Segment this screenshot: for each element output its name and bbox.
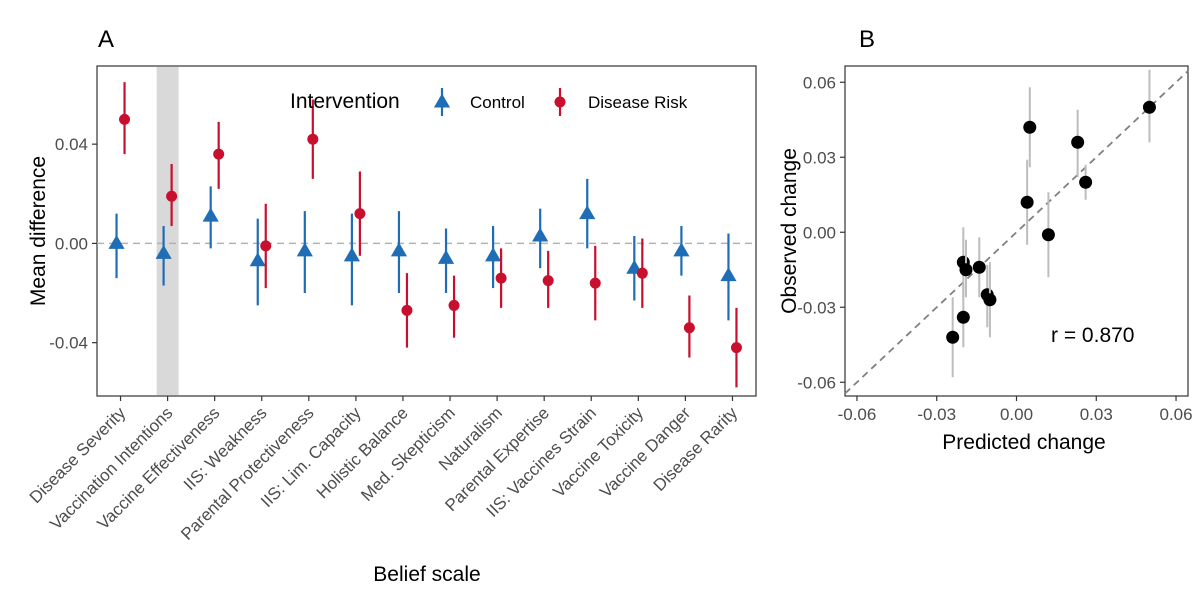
b-y-tick-label: -0.03 xyxy=(797,298,836,317)
b-y-tick-label: 0.00 xyxy=(803,223,836,242)
legend-title: Intervention xyxy=(290,90,400,113)
y-tick-label: 0.00 xyxy=(55,234,88,253)
b-x-tick-label: 0.03 xyxy=(1080,405,1113,424)
point-disease-risk-disease-rarity xyxy=(730,342,742,354)
scatter-point-group xyxy=(1071,109,1085,178)
point-control-iis-lim-capacity xyxy=(343,247,360,262)
point-disease-risk-holistic-balance xyxy=(401,304,413,316)
scatter-point xyxy=(1079,175,1093,189)
panel-a-frame xyxy=(96,65,757,397)
legend-key-marker-disease-risk xyxy=(554,96,566,108)
point-disease-risk-parental-expertise xyxy=(542,275,554,287)
x-tick-label-iis-weakness: IIS: Weakness xyxy=(180,403,271,494)
b-y-tick-label: -0.06 xyxy=(797,373,836,392)
scatter-point xyxy=(983,293,997,307)
point-disease-risk-med-skepticism xyxy=(448,299,460,311)
panel-a: A -0.040.000.04 Disease SeverityVaccinat… xyxy=(26,26,757,586)
scatter-point xyxy=(1020,195,1034,209)
scatter-point xyxy=(1142,100,1156,114)
b-x-tick-label: -0.03 xyxy=(917,405,956,424)
scatter-point-group xyxy=(1023,87,1037,168)
point-control-med-skepticism xyxy=(437,249,455,264)
point-disease-risk-parental-protectiveness xyxy=(307,133,319,145)
point-control-disease-severity xyxy=(108,234,125,249)
point-control-disease-rarity xyxy=(720,267,737,282)
legend-key-marker-control xyxy=(433,93,451,108)
point-disease-risk-iis-vaccines-strain xyxy=(589,277,601,289)
scatter-point xyxy=(1023,120,1037,134)
highlight-band-vaccination-intentions xyxy=(156,67,179,395)
panel-b-label: B xyxy=(859,26,875,53)
y-tick-label: 0.04 xyxy=(55,135,88,154)
point-disease-risk-vaccine-effectiveness xyxy=(213,148,225,160)
point-disease-risk-vaccine-toxicity xyxy=(636,267,648,279)
legend-label-control: Control xyxy=(470,93,525,112)
panel-b: B -0.06 -0.03 0.00 0.03 0.06 -0.06 -0.03 0.00 0… xyxy=(778,26,1193,454)
x-tick-label-disease-rarity: Disease Rarity xyxy=(650,403,742,495)
panel-a-x-axis-title: Belief scale xyxy=(373,563,480,586)
legend: Intervention Control Disease Risk xyxy=(290,88,688,116)
point-control-vaccine-effectiveness xyxy=(202,207,219,222)
series-disease-risk xyxy=(119,82,742,388)
scatter-point-group xyxy=(956,284,970,348)
point-control-parental-protectiveness xyxy=(296,242,313,257)
series-control xyxy=(108,178,737,321)
point-disease-risk-iis-weakness xyxy=(260,240,272,252)
point-disease-risk-iis-lim-capacity xyxy=(354,208,366,220)
scatter-point-group xyxy=(1041,192,1055,278)
panel-b-frame xyxy=(844,65,1189,397)
scatter-point xyxy=(1071,135,1085,149)
scatter-point xyxy=(956,310,970,324)
scatter-point-group xyxy=(946,297,960,378)
b-y-tick-label: 0.03 xyxy=(803,148,836,167)
scatter-point-group xyxy=(959,239,973,298)
scatter-point-group xyxy=(1142,69,1156,143)
b-y-tick-label: 0.06 xyxy=(803,73,836,92)
point-control-iis-vaccines-strain xyxy=(579,205,596,220)
panel-a-y-axis-title: Mean difference xyxy=(27,156,50,306)
b-x-tick-label: 0.00 xyxy=(1000,405,1033,424)
scatter-point xyxy=(959,263,973,277)
point-control-vaccination-intentions xyxy=(155,244,172,259)
panel-a-label: A xyxy=(98,26,114,53)
panel-b-y-axis-title: Observed change xyxy=(778,148,801,314)
point-disease-risk-vaccination-intentions xyxy=(166,190,178,202)
point-disease-risk-disease-severity xyxy=(119,113,131,125)
point-control-vaccine-danger xyxy=(673,242,690,257)
scatter-point xyxy=(946,330,960,344)
point-control-naturalism xyxy=(485,247,502,262)
scatter-point xyxy=(1041,228,1055,242)
point-control-holistic-balance xyxy=(390,242,408,257)
point-control-parental-expertise xyxy=(532,227,549,242)
point-disease-risk-naturalism xyxy=(495,272,507,284)
legend-label-disease-risk: Disease Risk xyxy=(588,93,688,112)
panel-b-x-axis-title: Predicted change xyxy=(942,431,1105,454)
point-control-iis-weakness xyxy=(249,252,266,267)
scatter-point xyxy=(972,260,986,274)
scatter-point-group xyxy=(1020,159,1034,245)
y-tick-label: -0.04 xyxy=(49,334,88,353)
identity-reference-line xyxy=(844,70,1189,395)
scatter-point-group xyxy=(1079,164,1093,200)
point-disease-risk-vaccine-danger xyxy=(683,322,695,334)
scatter-point-group xyxy=(983,262,997,338)
b-x-tick-label: -0.06 xyxy=(838,405,877,424)
correlation-annotation: r = 0.870 xyxy=(1051,324,1134,347)
scatter-point-group xyxy=(972,237,986,298)
b-x-tick-label: 0.06 xyxy=(1159,405,1192,424)
